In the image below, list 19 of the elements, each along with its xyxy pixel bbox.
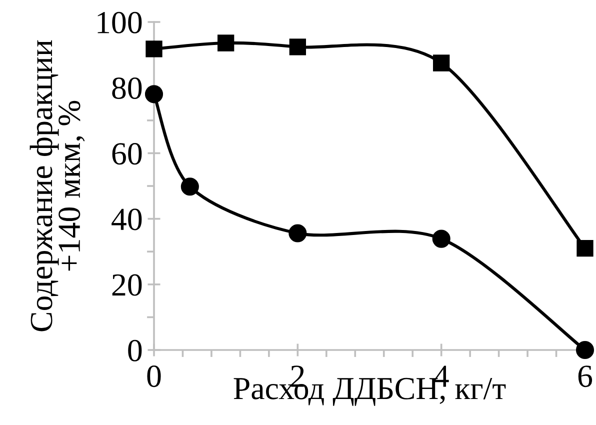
point [576,240,594,257]
point [288,224,307,242]
y-tick-label: 20 [112,274,142,296]
point [180,178,199,196]
point [146,40,162,58]
point [218,34,234,52]
y-tick-label: 60 [112,143,142,165]
point [433,54,450,72]
x-tick-label: 6 [578,366,592,388]
point [144,85,164,104]
x-tick-label: 0 [147,366,161,388]
point [432,230,450,248]
y-tick-label: 40 [112,208,142,230]
y-tick-label: 0 [128,340,142,362]
y-tick-label: 80 [112,77,142,99]
y-tick-label: 100 [98,12,142,34]
y-axis-title: Содержание фракции +140 мкм, % [30,40,85,332]
point [576,340,594,360]
point [289,38,306,56]
